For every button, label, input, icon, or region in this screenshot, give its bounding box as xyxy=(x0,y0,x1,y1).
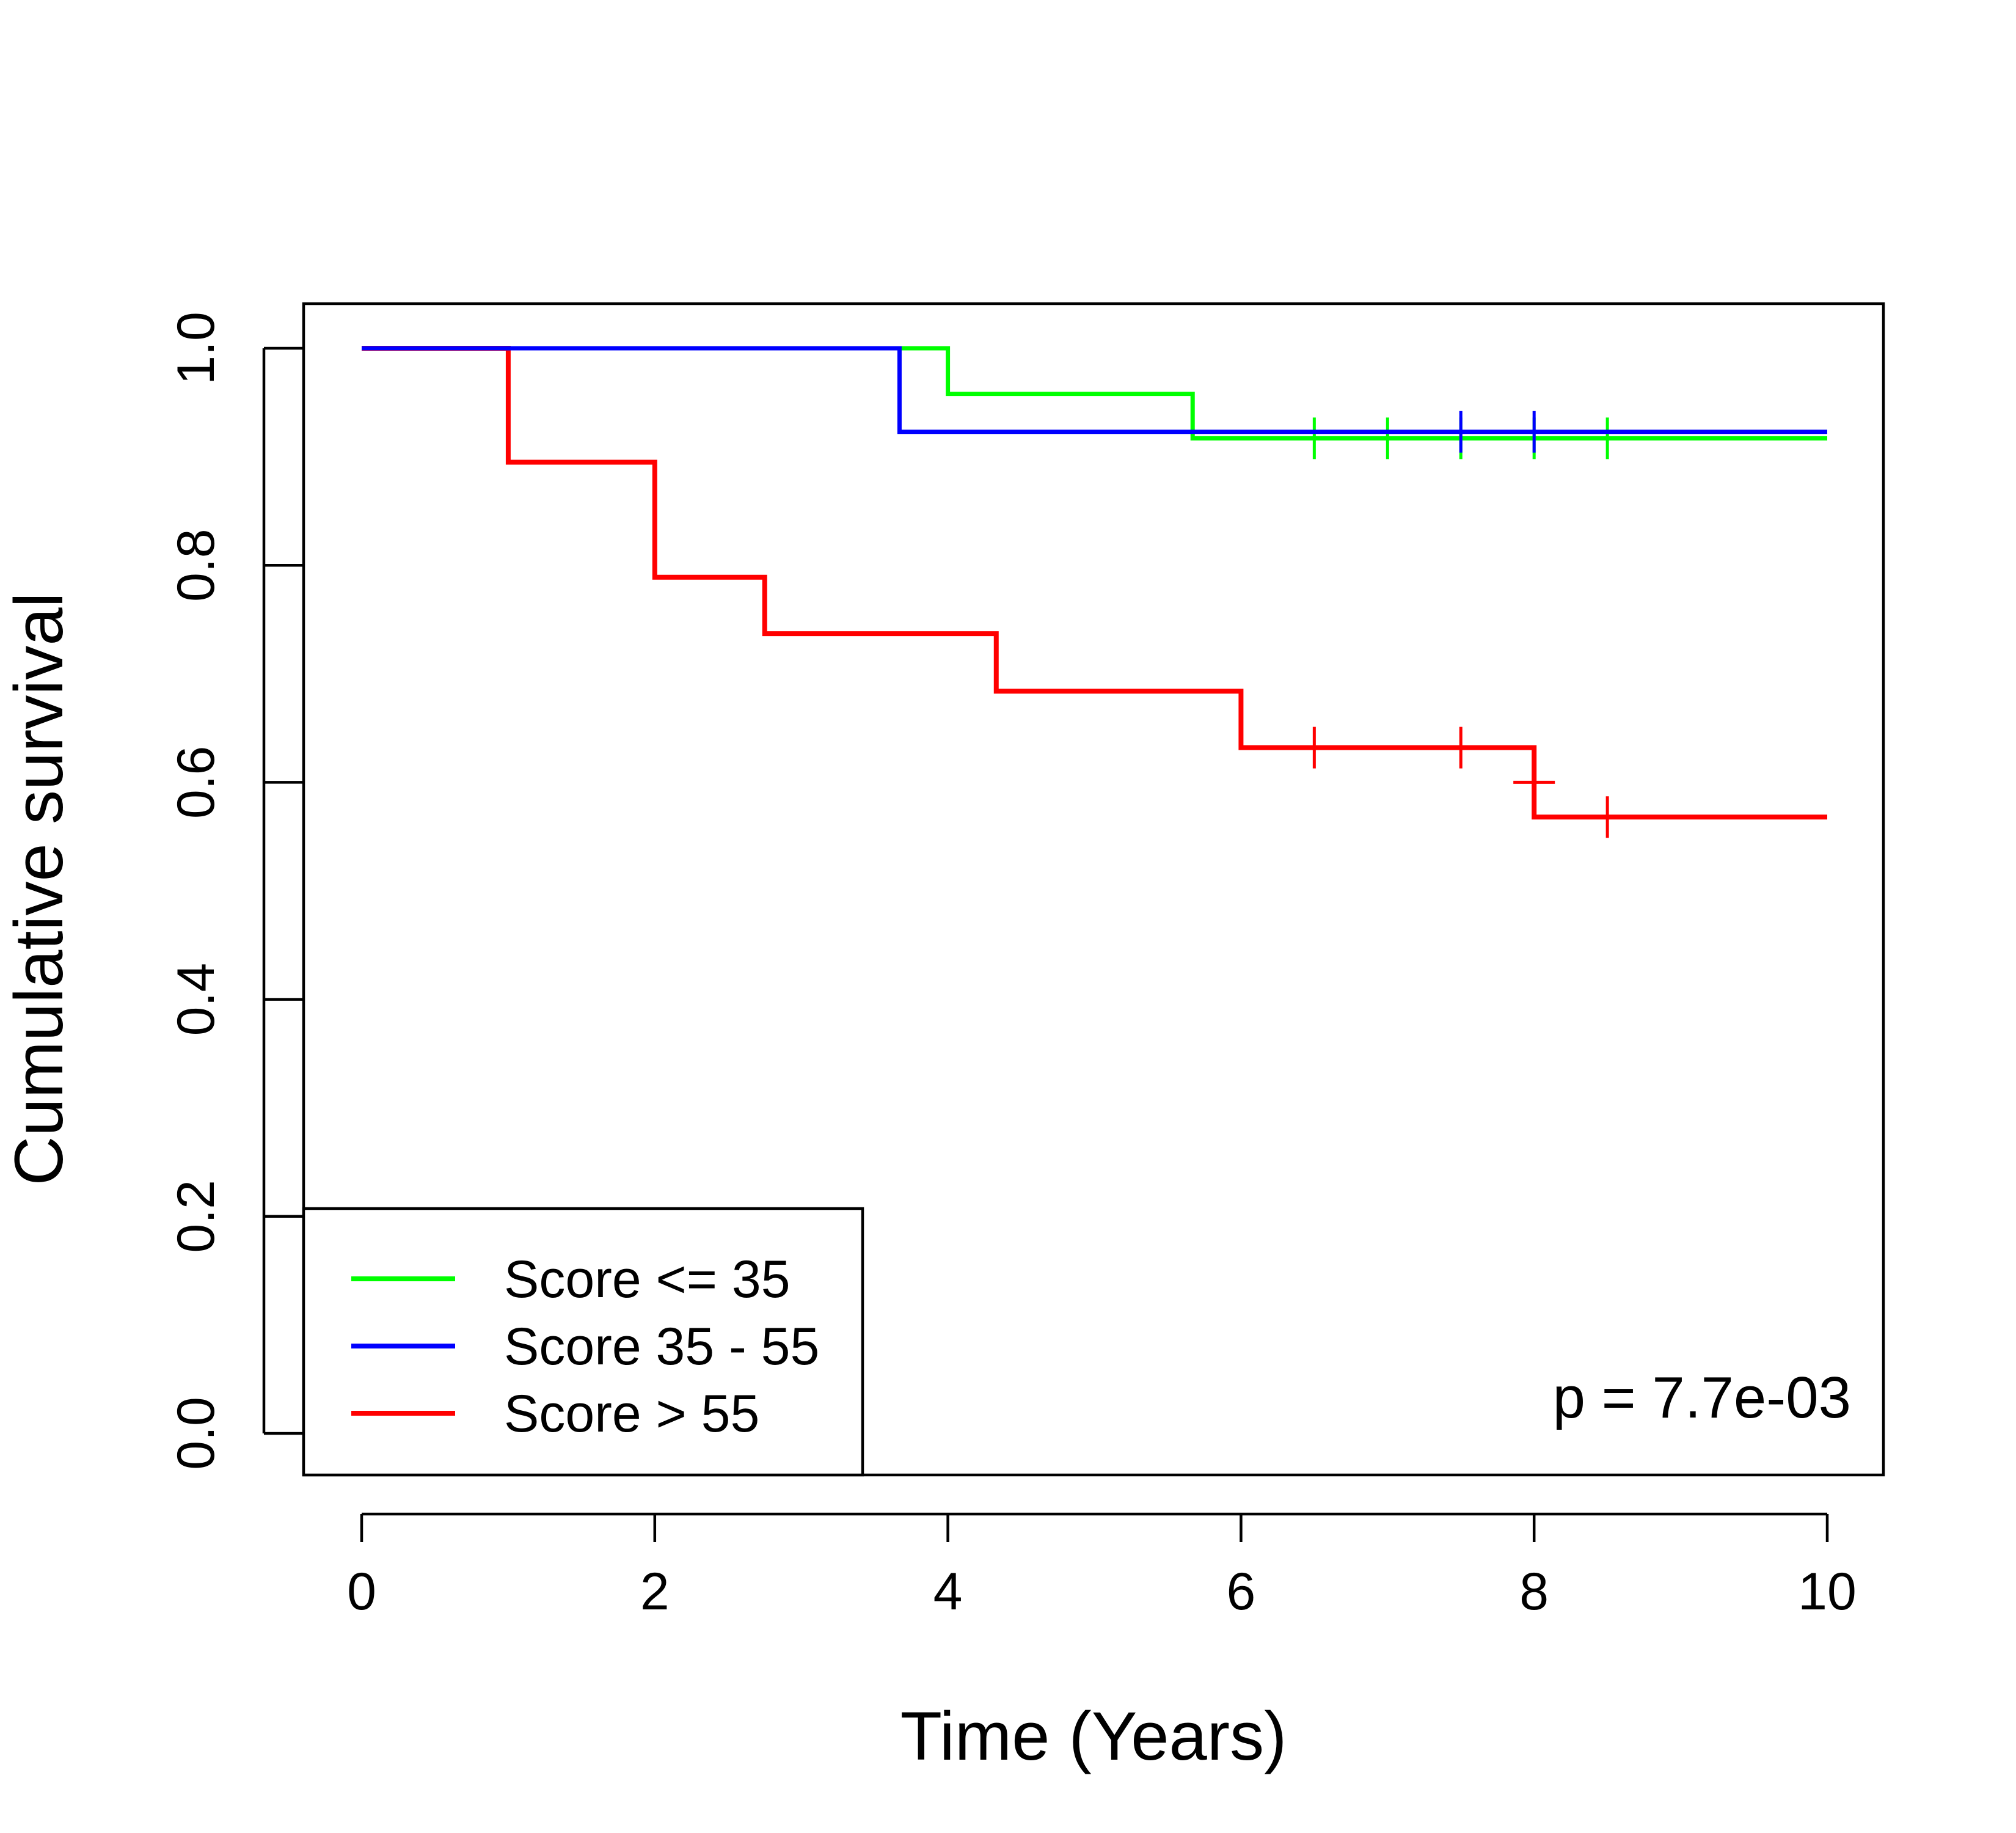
y-tick-label: 0.0 xyxy=(167,1397,225,1470)
legend-label: Score 35 - 55 xyxy=(504,1317,819,1376)
x-tick-label: 6 xyxy=(1226,1562,1255,1621)
plot-frame xyxy=(302,302,1885,1477)
legend-label: Score <= 35 xyxy=(504,1250,791,1309)
y-tick-label: 0.4 xyxy=(167,963,225,1036)
x-tick-label: 8 xyxy=(1519,1562,1549,1621)
y-axis: 0.0 0.2 0.4 0.6 0.8 1.0 xyxy=(167,312,304,1470)
x-axis-title: Time (Years) xyxy=(900,1698,1287,1774)
survival-curve-2 xyxy=(362,346,1827,820)
y-axis-title: Cumulative survival xyxy=(1,593,77,1186)
survival-curve-1 xyxy=(362,346,1827,434)
x-tick-label: 10 xyxy=(1798,1562,1857,1621)
x-tick-label: 4 xyxy=(933,1562,963,1621)
y-tick-label: 0.8 xyxy=(167,529,225,602)
x-tick-label: 2 xyxy=(640,1562,670,1621)
y-tick-label: 1.0 xyxy=(167,312,225,385)
x-tick-label: 0 xyxy=(347,1562,376,1621)
p-value-annotation: p = 7.7e-03 xyxy=(1553,1365,1851,1430)
survival-curves xyxy=(362,346,1827,838)
y-tick-label: 0.2 xyxy=(167,1180,225,1253)
y-tick-label: 0.6 xyxy=(167,746,225,819)
legend: Score <= 35 Score 35 - 55 Score > 55 xyxy=(302,1207,864,1477)
x-axis: 0 2 4 6 8 10 xyxy=(347,1512,1857,1621)
legend-box xyxy=(302,1207,864,1477)
legend-label: Score > 55 xyxy=(504,1385,759,1443)
